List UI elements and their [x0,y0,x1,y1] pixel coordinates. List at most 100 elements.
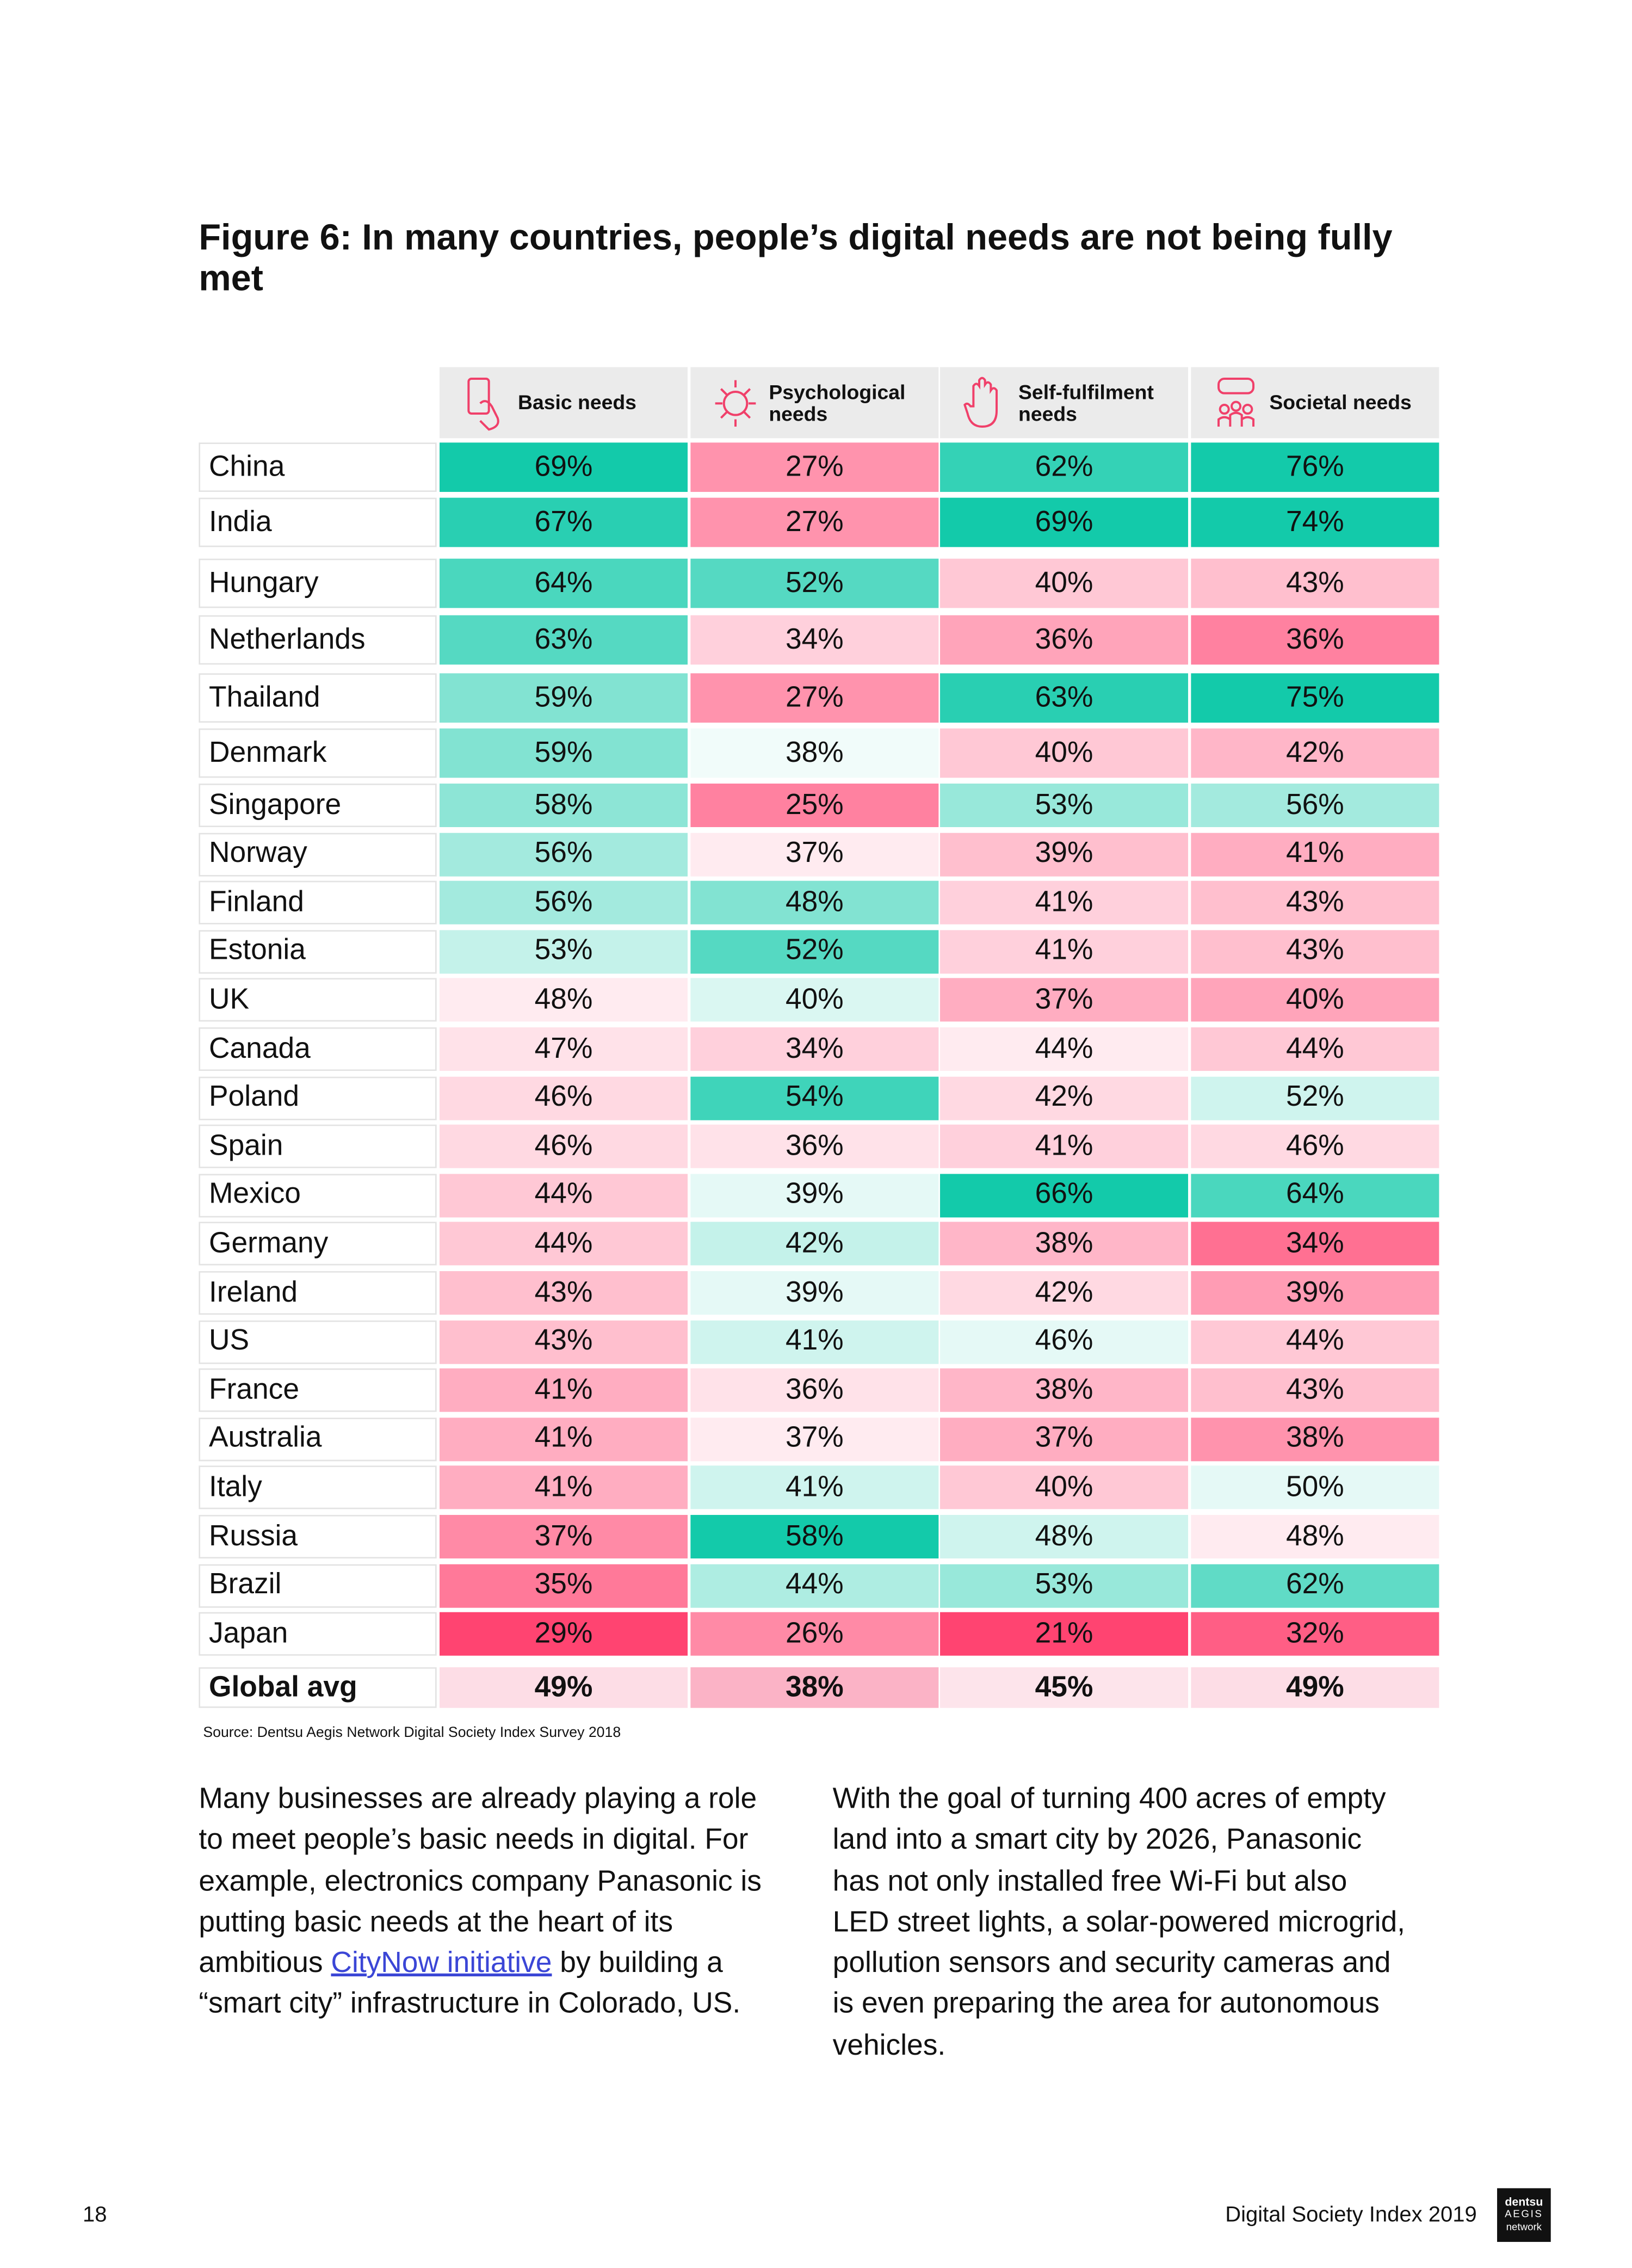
value-cell: 52% [690,558,939,608]
icon [1217,377,1255,426]
row-label: Netherlands [199,615,437,665]
figure-title: Figure 6: In many countries, people’s di… [199,218,1393,299]
header-cell: Psychological needs [690,367,939,439]
value-cell: 48% [690,881,939,925]
value-cell: 43% [1191,558,1439,608]
header-cell: Basic needs [440,367,688,439]
value-cell: 41% [1191,832,1439,876]
value-cell: 42% [940,1271,1189,1315]
value-cell: 44% [690,1563,939,1607]
value-cell: 53% [940,1563,1189,1607]
value-cell: 66% [940,1173,1189,1217]
paragraph: With the goal of turning 400 acres of em… [832,1783,1405,2062]
value-cell: 41% [940,929,1189,973]
value-cell: 48% [440,978,688,1022]
value-cell: 43% [1191,881,1439,925]
value-cell: 42% [690,1222,939,1266]
value-cell: 49% [440,1667,688,1708]
value-cell: 27% [690,442,939,492]
row-label: Italy [199,1466,437,1510]
value-cell: 32% [1191,1612,1439,1656]
value-cell: 53% [940,784,1189,828]
value-cell: 41% [440,1417,688,1461]
value-cell: 41% [440,1369,688,1413]
value-cell: 36% [690,1125,939,1169]
value-cell: 35% [440,1563,688,1607]
row-label: Hungary [199,558,437,608]
value-cell: 36% [940,615,1189,665]
row-label: France [199,1369,437,1413]
value-cell: 38% [940,1222,1189,1266]
value-cell: 37% [940,978,1189,1022]
header-label: Psychological needs [769,379,906,425]
value-cell: 59% [440,673,688,723]
value-cell: 40% [940,1466,1189,1510]
value-cell: 59% [440,728,688,778]
value-cell: 38% [690,1667,939,1708]
header-label: Self-fulfilment needs [1018,379,1154,425]
value-cell: 58% [690,1515,939,1559]
value-cell: 36% [1191,615,1439,665]
value-cell: 34% [1191,1222,1439,1266]
value-cell: 27% [690,497,939,547]
value-cell: 49% [1191,1667,1439,1708]
value-cell: 63% [940,673,1189,723]
value-cell: 46% [940,1320,1189,1364]
value-cell: 44% [1191,1027,1439,1071]
row-label: Estonia [199,929,437,973]
link[interactable]: CityNow initiative [331,1947,552,1980]
value-cell: 76% [1191,442,1439,492]
value-cell: 41% [940,1125,1189,1169]
row-label: Denmark [199,728,437,778]
value-cell: 56% [440,832,688,876]
icon [963,376,998,427]
value-cell: 69% [940,497,1189,547]
value-cell: 34% [690,615,939,665]
icon [467,377,499,430]
row-label: Japan [199,1612,437,1656]
header-label: Basic needs [518,390,636,414]
value-cell: 26% [690,1612,939,1656]
logo-text: dentsu [1505,2195,1543,2209]
value-cell: 63% [440,615,688,665]
value-cell: 37% [940,1417,1189,1461]
logo: dentsu AEGIS network [1497,2188,1551,2242]
row-label: Poland [199,1076,437,1120]
row-label: Australia [199,1417,437,1461]
row-label: Germany [199,1222,437,1266]
value-cell: 46% [440,1076,688,1120]
value-cell: 42% [940,1076,1189,1120]
value-cell: 41% [440,1466,688,1510]
text: Many businesses are already playing a ro… [199,1783,762,1980]
value-cell: 48% [940,1515,1189,1559]
value-cell: 41% [690,1466,939,1510]
value-cell: 64% [440,558,688,608]
value-cell: 25% [690,784,939,828]
value-cell: 75% [1191,673,1439,723]
value-cell: 52% [690,929,939,973]
row-label: Thailand [199,673,437,723]
row-label: Ireland [199,1271,437,1315]
value-cell: 39% [690,1173,939,1217]
value-cell: 74% [1191,497,1439,547]
value-cell: 44% [1191,1320,1439,1364]
value-cell: 44% [440,1173,688,1217]
value-cell: 69% [440,442,688,492]
value-cell: 46% [440,1125,688,1169]
row-label: Mexico [199,1173,437,1217]
value-cell: 53% [440,929,688,973]
value-cell: 64% [1191,1173,1439,1217]
row-label: Finland [199,881,437,925]
publication: Digital Society Index 2019 [1225,2203,1477,2228]
value-cell: 45% [940,1667,1189,1708]
value-cell: 41% [690,1320,939,1364]
value-cell: 62% [940,442,1189,492]
row-label: US [199,1320,437,1364]
value-cell: 39% [1191,1271,1439,1315]
row-label: UK [199,978,437,1022]
value-cell: 37% [690,832,939,876]
row-label: Norway [199,832,437,876]
value-cell: 44% [440,1222,688,1266]
row-label: Spain [199,1125,437,1169]
page-number: 18 [83,2203,107,2228]
